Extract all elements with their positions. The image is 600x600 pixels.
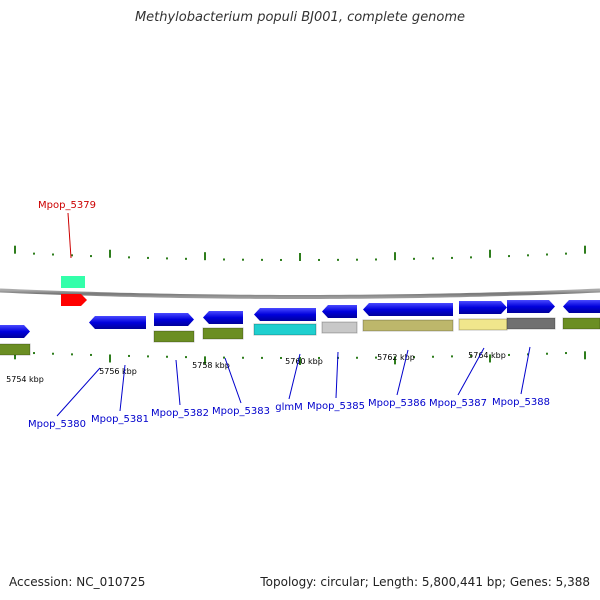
label-link [56,367,101,417]
cog-bar [506,317,556,330]
kbp-label: 5760 kbp [285,357,323,366]
gene-arrow [563,300,600,313]
label-link [224,357,242,404]
label-link [520,346,531,395]
cog-bar [153,330,195,343]
cog-bar [458,318,508,331]
map-title: Methylobacterium populi BJ001, complete … [134,10,466,25]
topology-text: Topology: circular; Length: 5,800,441 bp… [260,575,590,589]
gene-label: glmM [275,402,303,413]
gene-arrow [459,301,507,314]
label-link [67,212,72,259]
cog-bar [562,317,600,330]
kbp-label: 5762 kbp [377,353,415,362]
cog-bar [321,321,358,334]
cog-bar [362,319,454,332]
gene-arrow [203,311,243,324]
gene-label: Mpop_5385 [307,401,365,412]
cog-bar [0,343,31,356]
label-link [119,364,126,412]
gene-label: Mpop_5380 [28,419,86,430]
cog-bar [253,323,317,336]
gene-label: Mpop_5382 [151,408,209,419]
cog-bar [61,276,85,288]
kbp-label: 5756 kbp [99,367,137,376]
kbp-label: 5764 kbp [468,351,506,360]
gene-arrow [322,305,357,318]
gene-arrow [363,303,453,316]
backbone-line [0,288,600,299]
gene-label-highlight: Mpop_5379 [38,200,96,211]
cog-bar [202,327,244,340]
gene-arrow [154,313,194,326]
label-link [396,349,409,396]
label-link [457,347,485,396]
accession-text: Accession: NC_010725 [9,575,146,589]
gene-label: Mpop_5388 [492,397,550,408]
label-link [288,353,301,400]
label-link [175,359,181,406]
gene-label: Mpop_5387 [429,398,487,409]
gene-arrow [254,308,316,321]
gene-arrow-highlight [61,294,87,306]
gene-arrow [0,325,30,338]
label-link [335,351,339,399]
gene-label: Mpop_5386 [368,398,426,409]
gene-label: Mpop_5381 [91,414,149,425]
kbp-label: 5758 kbp [192,361,230,370]
kbp-label: 5754 kbp [6,375,44,384]
gene-arrow [89,316,146,329]
gene-arrow [507,300,555,313]
gene-label: Mpop_5383 [212,406,270,417]
